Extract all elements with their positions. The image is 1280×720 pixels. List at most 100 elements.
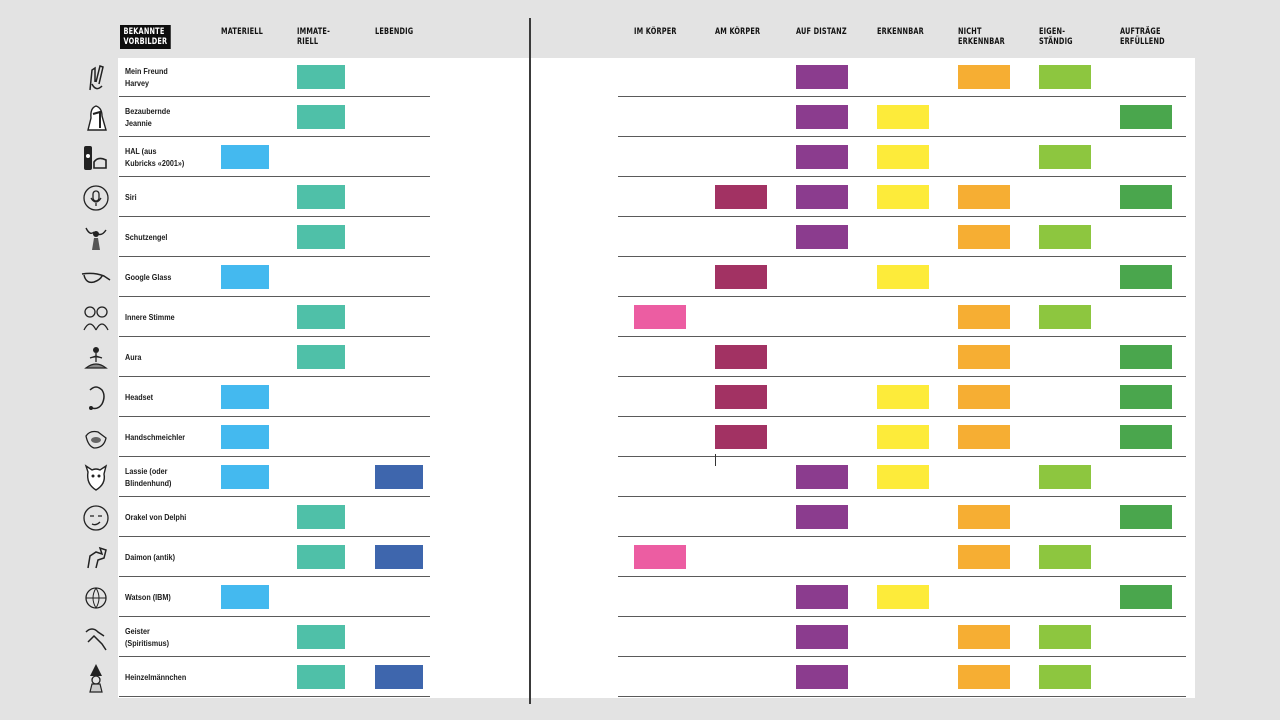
row-divider-left <box>119 216 430 217</box>
row-divider-right <box>618 176 1186 177</box>
column-header-eigenstaendig: EIGEN- STÄNDIG <box>1039 27 1073 47</box>
cell-nicht-erkennbar <box>958 505 1010 529</box>
row-label: Aura <box>125 353 142 362</box>
row-divider-right <box>618 456 1186 457</box>
row-divider-left <box>119 376 430 377</box>
row-label: Watson (IBM) <box>125 593 171 602</box>
row-divider-right <box>618 416 1186 417</box>
text-cursor <box>715 454 716 466</box>
cell-auf-distanz <box>796 505 848 529</box>
cell-eigenstaendig <box>1039 625 1091 649</box>
cell-am-koerper <box>715 385 767 409</box>
row-label: Siri <box>125 193 137 202</box>
cell-nicht-erkennbar <box>958 305 1010 329</box>
column-header-am_koerper: AM KÖRPER <box>715 27 761 37</box>
cell-eigenstaendig <box>1039 65 1091 89</box>
row-label: Headset <box>125 393 154 402</box>
hand-stone-icon <box>78 420 114 456</box>
cell-auftraege <box>1120 385 1172 409</box>
row-label: Innere Stimme <box>125 313 175 322</box>
row-divider-right <box>618 696 1186 697</box>
meditating-figure-icon <box>78 340 114 376</box>
column-header-immateriell: IMMATE- RIELL <box>297 27 330 47</box>
cell-materiell <box>221 585 269 609</box>
row-label: Lassie (oder Blindenhund) <box>125 467 172 488</box>
column-header-erkennbar: ERKENNBAR <box>877 27 924 37</box>
cell-auftraege <box>1120 425 1172 449</box>
cell-erkennbar <box>877 265 929 289</box>
cell-eigenstaendig <box>1039 145 1091 169</box>
cell-eigenstaendig <box>1039 545 1091 569</box>
row-label: Heinzelmännchen <box>125 673 187 682</box>
cell-materiell <box>221 265 269 289</box>
dog-icon <box>78 460 114 496</box>
row-divider-left <box>119 96 430 97</box>
column-header-auf_distanz: AUF DISTANZ <box>796 27 847 37</box>
row-divider-left <box>119 336 430 337</box>
cell-eigenstaendig <box>1039 465 1091 489</box>
row-divider-right <box>618 96 1186 97</box>
rabbit-ears-icon <box>78 60 114 96</box>
two-faces-icon <box>78 300 114 336</box>
cell-auf-distanz <box>796 625 848 649</box>
cell-lebendig <box>375 665 423 689</box>
row-divider-left <box>119 656 430 657</box>
cell-immateriell <box>297 505 345 529</box>
column-header-lebendig: LEBENDIG <box>375 27 414 37</box>
cell-immateriell <box>297 345 345 369</box>
row-divider-right <box>618 336 1186 337</box>
cell-auftraege <box>1120 505 1172 529</box>
row-divider-left <box>119 416 430 417</box>
row-divider-right <box>618 496 1186 497</box>
row-divider-right <box>618 256 1186 257</box>
row-divider-left <box>119 296 430 297</box>
cell-nicht-erkennbar <box>958 345 1010 369</box>
ghost-hand-icon <box>78 620 114 656</box>
cell-nicht-erkennbar <box>958 385 1010 409</box>
cell-nicht-erkennbar <box>958 425 1010 449</box>
cell-erkennbar <box>877 585 929 609</box>
cell-auf-distanz <box>796 65 848 89</box>
cell-nicht-erkennbar <box>958 625 1010 649</box>
row-divider-left <box>119 176 430 177</box>
cell-auf-distanz <box>796 185 848 209</box>
cell-nicht-erkennbar <box>958 225 1010 249</box>
row-label: Google Glass <box>125 273 172 282</box>
cell-auftraege <box>1120 105 1172 129</box>
cell-auf-distanz <box>796 585 848 609</box>
cell-immateriell <box>297 545 345 569</box>
cell-nicht-erkennbar <box>958 185 1010 209</box>
cell-materiell <box>221 465 269 489</box>
daimon-icon <box>78 540 114 576</box>
left-panel-background <box>118 58 530 698</box>
page-divider <box>529 18 531 704</box>
column-header-auftraege: AUFTRÄGE ERFÜLLEND <box>1120 27 1165 47</box>
row-label: Handschmeichler <box>125 433 186 442</box>
cell-auftraege <box>1120 185 1172 209</box>
row-divider-left <box>119 576 430 577</box>
row-label: Bezaubernde Jeannie <box>125 107 171 128</box>
cell-auf-distanz <box>796 225 848 249</box>
cell-eigenstaendig <box>1039 225 1091 249</box>
cell-am-koerper <box>715 265 767 289</box>
hal-computer-icon <box>78 140 114 176</box>
row-divider-left <box>119 136 430 137</box>
gnome-icon <box>78 660 114 696</box>
cell-erkennbar <box>877 465 929 489</box>
row-divider-right <box>618 656 1186 657</box>
row-label: HAL (aus Kubricks «2001») <box>125 147 185 168</box>
cell-eigenstaendig <box>1039 305 1091 329</box>
row-divider-left <box>119 256 430 257</box>
cell-immateriell <box>297 185 345 209</box>
cell-immateriell <box>297 625 345 649</box>
row-label: Geister (Spiritismus) <box>125 627 170 648</box>
cell-eigenstaendig <box>1039 665 1091 689</box>
watson-globe-icon <box>78 580 114 616</box>
cell-erkennbar <box>877 105 929 129</box>
cell-erkennbar <box>877 185 929 209</box>
cell-erkennbar <box>877 385 929 409</box>
cell-im-koerper <box>634 305 686 329</box>
row-label: Daimon (antik) <box>125 553 176 562</box>
row-divider-left <box>119 496 430 497</box>
